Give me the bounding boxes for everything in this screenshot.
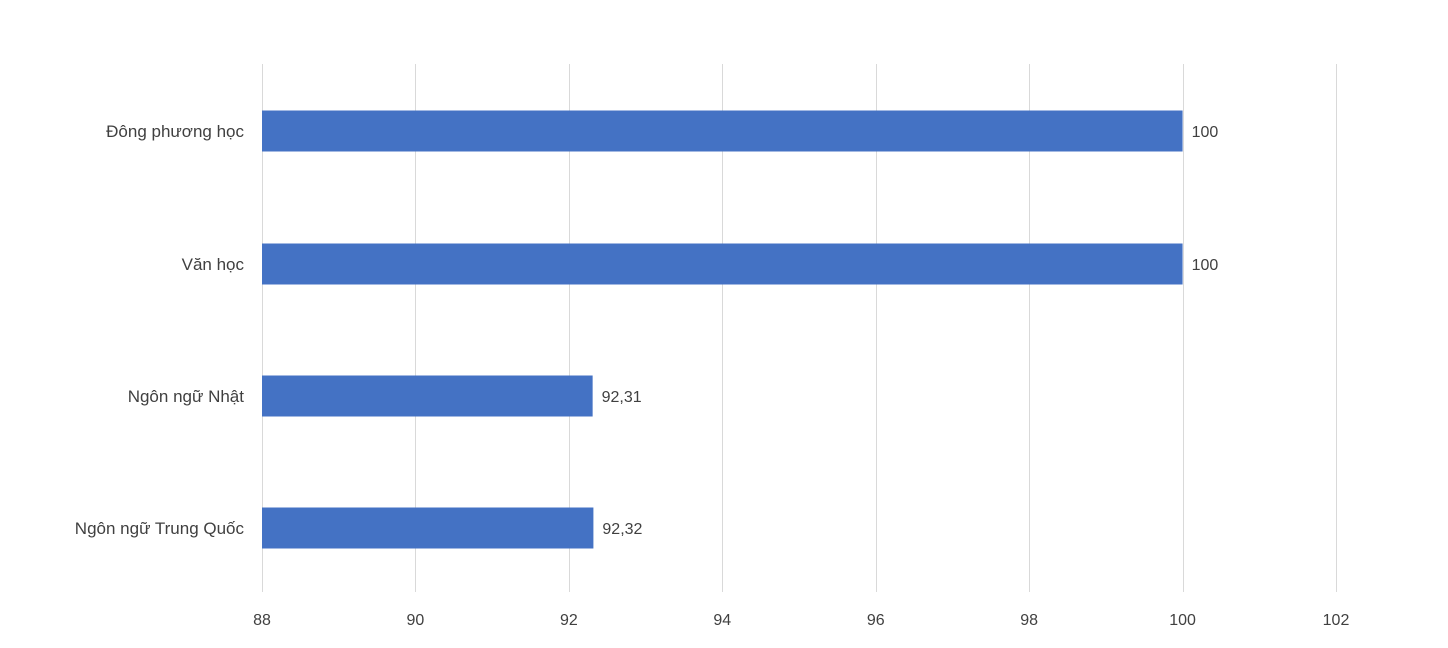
category-label: Văn học: [182, 255, 245, 274]
data-label: 92,32: [602, 521, 642, 538]
x-tick-label: 90: [407, 612, 425, 629]
category-label: Đông phương học: [106, 122, 244, 141]
x-tick-label: 96: [867, 612, 885, 629]
data-label: 92,31: [602, 389, 642, 406]
category-labels: Đông phương học Văn học Ngôn ngữ Nhật Ngôn …: [75, 122, 245, 538]
bar: [262, 110, 1183, 152]
bar: [262, 507, 594, 549]
x-tick-label: 88: [253, 612, 271, 629]
bar: [262, 375, 593, 417]
data-label: 100: [1192, 124, 1219, 141]
data-labels: 100 100 92,31 92,32: [602, 124, 1219, 538]
category-label: Ngôn ngữ Trung Quốc: [75, 519, 245, 538]
x-tick-label: 94: [713, 612, 731, 629]
bar: [262, 243, 1183, 285]
gridlines: [262, 64, 1337, 592]
data-label: 100: [1192, 257, 1219, 274]
x-axis-tick-labels: 88 90 92 94 96 98 100 102: [253, 612, 1349, 629]
bars: [262, 110, 1183, 549]
x-tick-label: 92: [560, 612, 578, 629]
x-tick-label: 98: [1020, 612, 1038, 629]
x-tick-label: 102: [1323, 612, 1350, 629]
x-tick-label: 100: [1169, 612, 1196, 629]
category-label: Ngôn ngữ Nhật: [128, 387, 245, 406]
